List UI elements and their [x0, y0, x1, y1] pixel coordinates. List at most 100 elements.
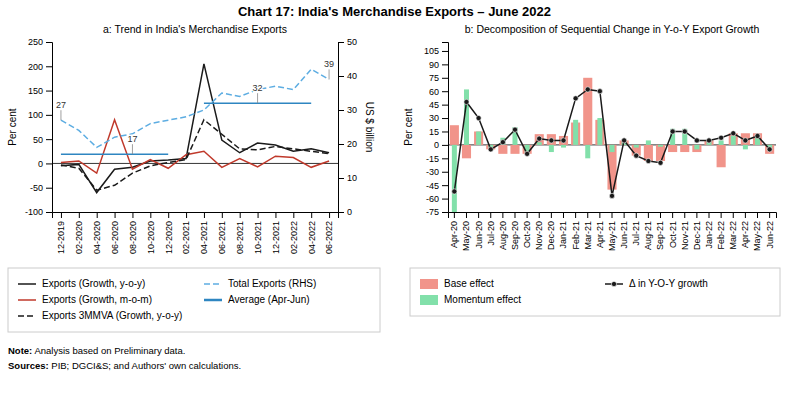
marker: [682, 129, 687, 134]
y-axis: -75-60-45-30-150153045607590105: [424, 43, 449, 218]
tick-mark: [168, 212, 169, 218]
tick-mark: [612, 212, 613, 218]
tick-mark: [46, 163, 52, 164]
marker: [500, 140, 505, 145]
legend-label: Δ in Y-O-Y growth: [629, 278, 708, 289]
tick-mark: [636, 212, 637, 218]
x-tick: Dec-20: [546, 212, 556, 250]
note-text: Analysis based on Preliminary data.: [32, 345, 185, 356]
y-tick: 0: [434, 140, 448, 150]
y-tick: -100: [25, 207, 52, 217]
y-tick-label: 15: [429, 127, 439, 137]
x-tick-label: Jul-20: [486, 221, 496, 246]
tick-mark: [442, 131, 448, 132]
x-tick-label: Mar-21: [583, 221, 593, 250]
legend-swatch: [18, 315, 36, 317]
y2-axis: 0 10 20 30 40 50: [338, 37, 357, 217]
x-tick: 04-2021: [199, 212, 209, 254]
marker: [512, 127, 517, 132]
y2-tick: 50: [338, 37, 357, 47]
tick-mark: [338, 110, 344, 111]
marker: [452, 189, 457, 194]
bar: [450, 125, 459, 145]
x-tick-label: Apr-22: [740, 221, 750, 248]
panel: b: Decomposition of Sequential Change in…: [403, 23, 780, 316]
tick-mark: [46, 212, 52, 213]
legend-swatch: [204, 299, 222, 302]
bar: [609, 145, 614, 152]
x-tick: Feb-21: [571, 212, 581, 250]
tick-mark: [672, 212, 673, 218]
tick-mark: [442, 145, 448, 146]
line: [454, 89, 769, 195]
x-tick: Aug-20: [498, 212, 508, 250]
y-tick: 60: [429, 87, 448, 97]
bar: [692, 145, 701, 152]
marker: [585, 87, 590, 92]
legend-label: Momentum effect: [444, 294, 521, 305]
annotation-leader: [60, 110, 61, 120]
y2-tick-label: 0: [347, 207, 352, 217]
panel: a: Trend in India's Merchandise Exports1…: [7, 23, 380, 332]
x-tick-label: Apr-20: [449, 221, 459, 248]
y-tick-label: 250: [28, 37, 43, 47]
tick-mark: [79, 212, 80, 218]
note-label: Sources:: [8, 360, 49, 371]
x-tick: May-21: [607, 212, 617, 251]
y-tick: -15: [426, 154, 448, 164]
y2-tick: 40: [338, 71, 357, 81]
marker: [731, 131, 736, 136]
y2-tick: 10: [338, 173, 357, 183]
y-tick-label: 0: [434, 140, 439, 150]
line: [61, 103, 311, 154]
bar: [561, 145, 566, 148]
tick-mark: [648, 212, 649, 218]
x-tick: Mar-21: [583, 212, 593, 250]
y-tick: 50: [33, 135, 52, 145]
x-tick-label: Aug-21: [643, 221, 653, 250]
y-tick-label: -50: [30, 183, 43, 193]
tick-mark: [293, 212, 294, 218]
x-tick-label: May-22: [752, 221, 762, 251]
y2-tick: 0: [338, 207, 352, 217]
x-tick: Sep-20: [510, 212, 520, 250]
marker: [561, 138, 566, 143]
bar-series: [450, 78, 774, 190]
legend: Exports (Growth, y-o-y)Exports (Growth, …: [8, 268, 380, 332]
legend-swatch: [420, 295, 438, 305]
x-tick-label: 12-2021: [271, 221, 281, 254]
tick-mark: [769, 212, 770, 218]
x-tick: Jan-22: [704, 212, 714, 249]
y2-tick-label: 10: [347, 173, 357, 183]
marker: [743, 138, 748, 143]
x-tick: Jun-22: [765, 212, 775, 249]
bar: [634, 145, 639, 148]
legend-box: [410, 268, 780, 316]
x-tick-label: Nov-20: [534, 221, 544, 250]
marker: [609, 193, 614, 198]
legend-label: Total Exports (RHS): [228, 278, 316, 289]
marker: [537, 136, 542, 141]
x-tick-label: 04-2020: [92, 221, 102, 254]
x-tick-label: Dec-21: [692, 221, 702, 250]
tick-mark: [338, 178, 344, 179]
panel-title: b: Decomposition of Sequential Change in…: [465, 23, 760, 35]
legend-swatch: [420, 279, 438, 289]
annotation: 39: [324, 59, 334, 69]
note-text: PIB; DGCI&S; and Authors' own calculatio…: [49, 360, 241, 371]
y2-axis-title: US $ billion: [364, 102, 375, 153]
tick-mark: [442, 118, 448, 119]
y2-tick-label: 30: [347, 105, 357, 115]
annotation: 27: [56, 100, 66, 110]
tick-mark: [46, 91, 52, 92]
y2-tick: 20: [338, 139, 357, 149]
tick-mark: [502, 212, 503, 218]
x-tick: 10-2020: [146, 212, 156, 254]
y-tick-label: -15: [426, 154, 439, 164]
y-tick: 45: [429, 100, 448, 110]
x-tick: Feb-22: [716, 212, 726, 250]
line: [61, 64, 329, 193]
tick-mark: [696, 212, 697, 218]
tick-mark: [204, 212, 205, 218]
y-tick: 150: [28, 86, 52, 96]
